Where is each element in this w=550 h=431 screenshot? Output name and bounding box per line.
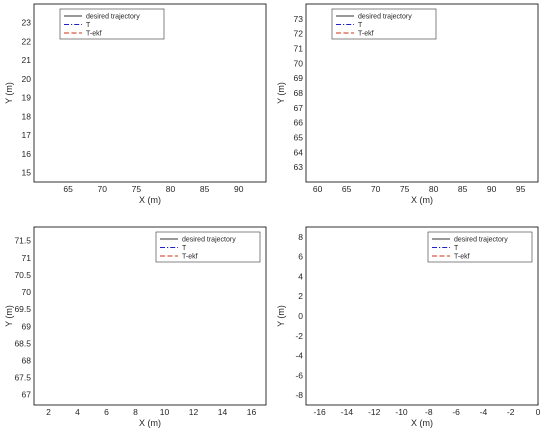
x-tick-label: -10 (395, 407, 408, 417)
y-tick-label: 68.5 (14, 338, 31, 348)
x-tick-label: 85 (458, 184, 468, 194)
y-tick-label: 18 (22, 111, 32, 121)
y-tick-label: 71 (22, 253, 32, 263)
y-tick-label: 4 (298, 271, 303, 281)
x-tick-label: 60 (313, 184, 323, 194)
legend-entry: T (358, 22, 363, 29)
legend-entry: T-ekf (182, 254, 198, 261)
y-tick-label: 65 (294, 133, 304, 143)
x-tick-label: 90 (487, 184, 497, 194)
x-tick-label: -12 (368, 407, 381, 417)
y-tick-label: 67 (294, 103, 304, 113)
y-tick-label: 6 (298, 252, 303, 262)
x-axis-label: X (m) (411, 195, 433, 205)
x-tick-label: 75 (132, 184, 142, 194)
y-tick-label: 69.5 (14, 304, 31, 314)
x-tick-label: 85 (200, 184, 210, 194)
x-tick-label: -8 (425, 407, 433, 417)
y-tick-label: 70.5 (14, 270, 31, 280)
y-tick-label: 68 (22, 356, 32, 366)
legend-entry: desired trajectory (86, 14, 140, 21)
x-tick-label: 80 (166, 184, 176, 194)
y-axis-label: Y (m) (276, 305, 286, 327)
y-tick-label: 20 (22, 74, 32, 84)
y-axis-label: Y (m) (4, 305, 14, 327)
y-tick-label: 67.5 (14, 373, 31, 383)
y-tick-label: 64 (294, 147, 304, 157)
y-tick-label: 23 (22, 18, 32, 28)
x-tick-label: -2 (507, 407, 515, 417)
y-tick-label: 70 (294, 58, 304, 68)
legend-entry: T (86, 22, 91, 29)
x-tick-label: 75 (400, 184, 410, 194)
x-tick-label: 65 (63, 184, 73, 194)
y-tick-label: 22 (22, 36, 32, 46)
y-tick-label: 68 (294, 88, 304, 98)
y-tick-label: 19 (22, 93, 32, 103)
subplot-bottom-left: 2 4 6 8 10 12 14 166767.56868.56969.57070.57171… (4, 226, 267, 428)
y-tick-label: 71.5 (14, 236, 31, 246)
y-axis-label: Y (m) (276, 82, 286, 104)
x-tick-label: 12 (189, 407, 199, 417)
y-tick-label: 72 (294, 29, 304, 39)
legend-entry: T-ekf (454, 254, 470, 261)
y-tick-label: 71 (294, 44, 304, 54)
x-tick-label: 14 (218, 407, 228, 417)
legend-entry: T (182, 245, 187, 252)
y-tick-label: 70 (22, 287, 32, 297)
x-axis-label: X (m) (139, 418, 161, 428)
x-tick-label: -6 (452, 407, 460, 417)
y-tick-label: 0 (298, 311, 303, 321)
y-tick-label: 2 (298, 291, 303, 301)
x-tick-label: 80 (429, 184, 439, 194)
x-axis-label: X (m) (139, 195, 161, 205)
legend-entry: desired trajectory (358, 14, 412, 21)
legend-entry: desired trajectory (182, 237, 236, 244)
y-tick-label: 63 (294, 162, 304, 172)
legend-entry: T-ekf (358, 31, 374, 38)
y-tick-label: 67 (22, 390, 32, 400)
x-tick-label: -4 (480, 407, 488, 417)
y-tick-label: 8 (298, 232, 303, 242)
y-tick-label: -8 (295, 390, 303, 400)
x-tick-label: 10 (160, 407, 170, 417)
x-axis-label: X (m) (411, 418, 433, 428)
legend-entry: desired trajectory (454, 237, 508, 244)
x-tick-label: 70 (371, 184, 381, 194)
x-tick-label: -16 (313, 407, 326, 417)
y-tick-label: 69 (22, 321, 32, 331)
subplot-top-left: 65 70 75 80 85 90 15 16 17 18 19 20 21 22 23 X (m) Y (m)… (4, 3, 267, 205)
y-tick-label: 69 (294, 73, 304, 83)
y-tick-label: 73 (294, 14, 304, 24)
y-tick-label: -4 (295, 351, 303, 361)
x-tick-label: 16 (247, 407, 257, 417)
y-axis-label: Y (m) (4, 82, 14, 104)
y-tick-label: 16 (22, 149, 32, 159)
x-tick-label: 4 (75, 407, 80, 417)
subplot-top-right: 60 65 70 75 80 85 90 95 63 64 65 66 67 68 69 70 71 72 73 X … (276, 3, 539, 205)
x-tick-label: 90 (234, 184, 244, 194)
y-tick-label: 17 (22, 130, 32, 140)
y-tick-label: -2 (295, 331, 303, 341)
x-tick-label: 6 (104, 407, 109, 417)
y-tick-label: -6 (295, 370, 303, 380)
x-tick-label: 8 (133, 407, 138, 417)
x-tick-label: 65 (342, 184, 352, 194)
legend-entry: T (454, 245, 459, 252)
x-tick-label: 0 (536, 407, 541, 417)
x-tick-label: 2 (46, 407, 51, 417)
y-tick-label: 15 (22, 168, 32, 178)
x-tick-label: 70 (98, 184, 108, 194)
legend-entry: T-ekf (86, 31, 102, 38)
x-tick-label: -14 (341, 407, 354, 417)
subplot-bottom-right: -16 -14 -12 -10 -8 -6 -4 -2 0 -8 -6 -4 -2 0 2 4 6 8 X (m) Y… (276, 226, 541, 428)
y-tick-label: 66 (294, 118, 304, 128)
x-tick-label: 95 (516, 184, 526, 194)
y-tick-label: 21 (22, 55, 32, 65)
